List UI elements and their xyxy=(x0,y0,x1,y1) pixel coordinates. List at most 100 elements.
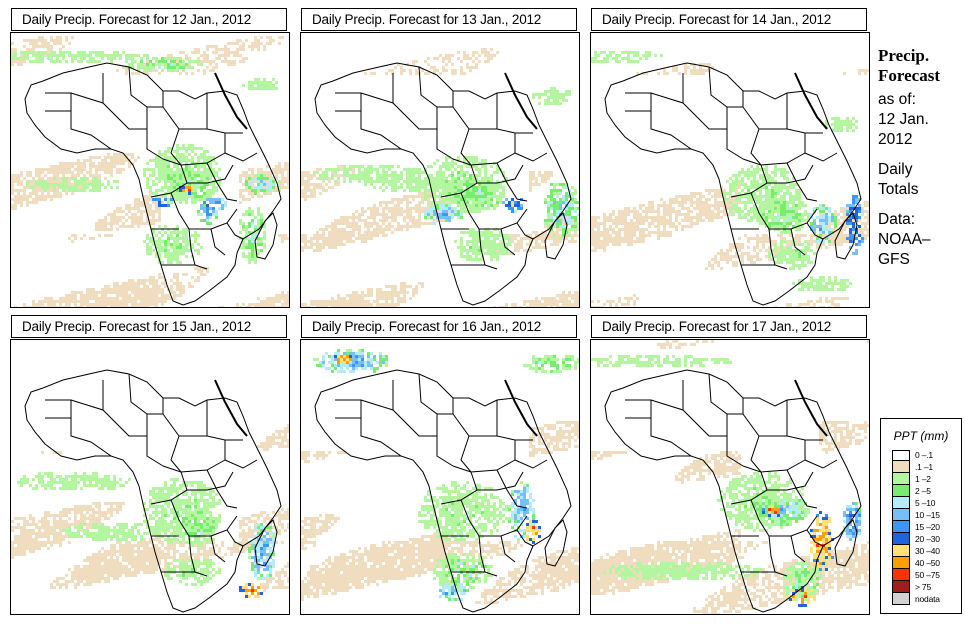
country-border xyxy=(206,162,238,202)
info-sidebar: Precip. Forecast as of: 12 Jan. 2012 Dai… xyxy=(878,46,963,270)
country-border xyxy=(741,264,788,270)
coastline xyxy=(314,369,572,613)
precip-map xyxy=(300,32,580,308)
country-border xyxy=(786,93,823,134)
panel-title: Daily Precip. Forecast for 14 Jan., 2012 xyxy=(591,8,867,31)
legend-label: 40 –50 xyxy=(915,558,940,568)
country-border xyxy=(206,469,238,509)
precip-grid xyxy=(11,36,289,307)
country-border xyxy=(210,535,226,563)
precip-map xyxy=(590,339,870,615)
country-border xyxy=(514,133,548,162)
country-border xyxy=(451,571,498,577)
country-border xyxy=(750,435,806,473)
as-of-date: 12 Jan. xyxy=(878,111,929,128)
country-border xyxy=(516,529,534,547)
country-border xyxy=(750,499,818,537)
legend-swatch xyxy=(892,593,910,605)
legend-label: 5 –10 xyxy=(915,498,936,508)
country-border xyxy=(768,535,776,573)
forecast-panel-day6: Daily Precip. Forecast for 17 Jan., 2012 xyxy=(590,315,870,621)
coastline xyxy=(834,212,858,260)
source-name: GFS xyxy=(878,251,910,268)
country-border xyxy=(804,440,838,469)
precip-legend: PPT (mm) 0 –.1 .1 –1 1 –2 2 –5 5 –10 10 –15 15… xyxy=(880,418,962,614)
country-border xyxy=(625,399,652,419)
country-border xyxy=(477,471,524,491)
map-canvas xyxy=(301,48,579,307)
country-border xyxy=(452,91,497,130)
country-borders xyxy=(314,62,572,306)
legend-swatch xyxy=(892,545,910,557)
red-sea-coast xyxy=(794,72,828,130)
country-border xyxy=(70,111,112,150)
map-canvas xyxy=(591,340,869,614)
legend-swatch xyxy=(892,473,910,485)
country-border xyxy=(650,92,727,130)
period-label: Totals xyxy=(878,181,919,198)
coastline xyxy=(544,212,568,260)
country-border xyxy=(161,264,208,270)
country-borders xyxy=(314,369,572,613)
country-border xyxy=(650,111,692,150)
country-border xyxy=(206,93,243,134)
panel-title: Daily Precip. Forecast for 12 Jan., 2012 xyxy=(11,8,287,31)
precip-map xyxy=(590,32,870,308)
country-border xyxy=(224,440,258,469)
map-canvas xyxy=(301,349,579,613)
precip-map xyxy=(300,339,580,615)
country-borders xyxy=(24,369,282,613)
coastline xyxy=(834,519,858,567)
country-border xyxy=(146,414,164,467)
source-name: NOAA– xyxy=(878,231,931,248)
precip-map xyxy=(10,32,290,308)
panel-title: Daily Precip. Forecast for 16 Jan., 2012 xyxy=(301,315,577,338)
precip-grid xyxy=(591,340,869,614)
legend-item: .1 –1 xyxy=(892,461,940,473)
country-borders xyxy=(604,62,862,306)
legend-label: 0 –.1 xyxy=(915,450,933,460)
country-border xyxy=(162,398,207,437)
legend-swatch xyxy=(892,509,910,521)
legend-item: 10 –15 xyxy=(892,509,940,521)
legend-swatch xyxy=(892,521,910,533)
country-border xyxy=(500,228,516,256)
legend-item: 30 –40 xyxy=(892,545,940,557)
country-border xyxy=(188,228,196,266)
legend-swatch xyxy=(892,533,910,545)
coastline xyxy=(24,369,282,613)
legend-label: .1 –1 xyxy=(915,462,933,472)
country-border xyxy=(806,529,824,547)
legend-item: 5 –10 xyxy=(892,497,940,509)
country-border xyxy=(496,469,528,509)
country-border xyxy=(335,399,362,419)
heading: Precip. xyxy=(878,46,930,65)
country-border xyxy=(451,264,498,270)
country-border xyxy=(360,111,402,150)
country-border xyxy=(206,400,243,441)
country-border xyxy=(224,133,258,162)
country-border xyxy=(188,535,196,573)
country-border xyxy=(128,66,163,108)
legend-title: PPT (mm) xyxy=(893,429,949,443)
legend-item: 2 –5 xyxy=(892,485,940,497)
country-border xyxy=(790,535,806,563)
legend-item: 50 –75 xyxy=(892,569,940,581)
red-sea-coast xyxy=(794,379,828,437)
country-border xyxy=(786,162,818,202)
legend-swatch xyxy=(892,485,910,497)
country-border xyxy=(45,92,72,112)
country-border xyxy=(768,228,776,266)
country-border xyxy=(804,133,838,162)
forecast-panel-day1: Daily Precip. Forecast for 12 Jan., 2012 xyxy=(10,8,290,314)
country-border xyxy=(786,469,818,509)
legend-item: 15 –20 xyxy=(892,521,940,533)
country-border xyxy=(742,91,787,130)
panel-title: Daily Precip. Forecast for 15 Jan., 2012 xyxy=(11,315,287,338)
legend-label: > 75 xyxy=(915,582,931,592)
legend-label: 1 –2 xyxy=(915,474,931,484)
legend-swatch xyxy=(892,461,910,473)
precip-map xyxy=(10,339,290,615)
country-border xyxy=(708,373,743,415)
country-border xyxy=(226,222,244,240)
